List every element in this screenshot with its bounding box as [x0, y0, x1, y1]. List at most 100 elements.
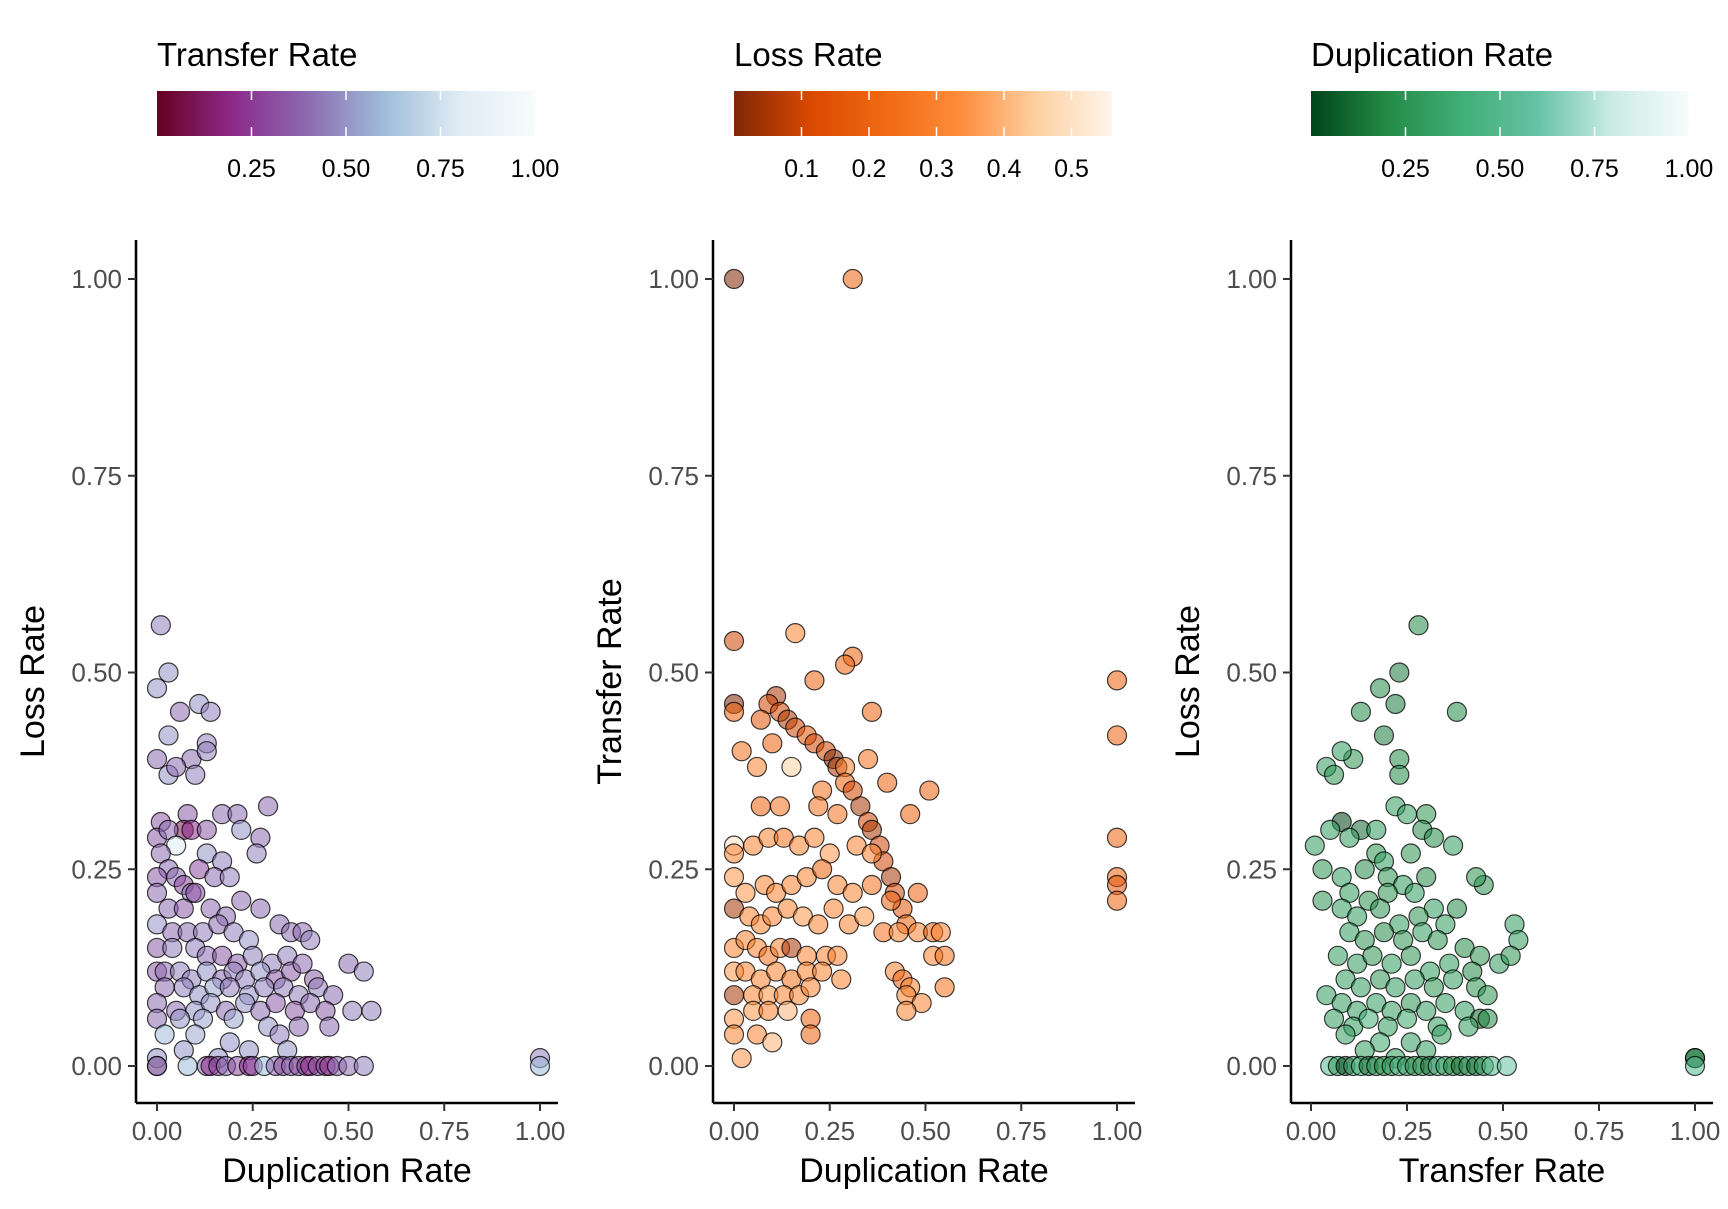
data-point — [827, 945, 848, 966]
data-point — [834, 654, 856, 675]
data-point — [907, 882, 928, 903]
data-point — [1366, 819, 1387, 841]
data-point — [1373, 725, 1395, 746]
data-point — [1339, 827, 1360, 848]
data-point — [158, 662, 179, 683]
data-point — [762, 1032, 783, 1053]
data-point — [219, 1032, 240, 1053]
panel-3: Duplication Rate 0.25 0.50 0.75 1.00 0.00 0.25… — [1169, 36, 1720, 1190]
data-point — [877, 772, 898, 793]
data-point — [1354, 859, 1375, 880]
data-point — [223, 1008, 244, 1029]
data-point — [934, 977, 955, 998]
colorbar — [734, 91, 1112, 136]
data-point — [896, 1000, 917, 1022]
colorbar-legend-2: Loss Rate 0.1 0.2 0.3 0.4 0.5 — [734, 36, 1112, 183]
data-point — [196, 741, 217, 762]
data-point — [723, 630, 745, 652]
legend-title: Duplication Rate — [1311, 36, 1553, 73]
legend-tick-label: 0.25 — [227, 155, 276, 183]
data-point — [842, 882, 863, 903]
data-point — [1400, 843, 1421, 864]
data-point — [300, 929, 321, 951]
legend-tick-label: 0.2 — [852, 155, 887, 183]
data-point — [746, 756, 768, 778]
data-point — [353, 961, 374, 982]
data-point — [1350, 977, 1372, 998]
data-point — [185, 882, 206, 903]
y-tick-label: 0.25 — [1226, 854, 1277, 884]
legend-tick-label: 1.00 — [511, 155, 560, 183]
data-point — [154, 1024, 175, 1045]
x-tick-label: 0.00 — [132, 1116, 183, 1146]
data-point — [169, 701, 191, 722]
data-point — [200, 701, 221, 722]
data-point — [1323, 764, 1345, 785]
data-point — [1458, 1016, 1479, 1037]
data-point — [1442, 835, 1464, 856]
legend-tick-label: 0.25 — [1381, 155, 1430, 183]
data-point — [1423, 977, 1444, 998]
data-point — [1400, 945, 1421, 966]
data-point — [250, 898, 271, 919]
data-point — [146, 748, 168, 770]
data-point — [808, 914, 829, 935]
data-point — [219, 977, 240, 998]
axes-2: 0.00 0.25 0.50 0.75 1.00 0.00 0.25 0.50 0.75 1.00… — [591, 240, 1142, 1190]
legend-tick-label: 0.1 — [784, 155, 819, 183]
data-point — [750, 709, 771, 730]
data-point — [1312, 859, 1333, 880]
x-axis-title: Duplication Rate — [222, 1152, 471, 1190]
data-point — [1335, 1024, 1356, 1045]
data-point — [1312, 890, 1333, 911]
data-point — [1381, 953, 1402, 974]
scatter-points-2 — [723, 268, 1128, 1069]
data-point — [861, 874, 882, 896]
data-point — [1358, 1008, 1379, 1029]
data-point — [1477, 1008, 1498, 1029]
data-point — [1373, 922, 1395, 943]
data-point — [219, 867, 240, 888]
x-tick-label: 0.75 — [1574, 1116, 1625, 1146]
x-tick-label: 1.00 — [1092, 1116, 1143, 1146]
data-point — [785, 623, 806, 644]
data-point — [731, 1048, 752, 1069]
legend-title: Transfer Rate — [157, 36, 358, 73]
data-point — [777, 1000, 798, 1022]
data-point — [1396, 1008, 1418, 1029]
y-axis-title: Loss Rate — [14, 605, 52, 758]
legend-tick-label: 1.00 — [1665, 155, 1714, 183]
data-point — [1385, 977, 1406, 998]
data-point — [762, 733, 783, 754]
data-point — [231, 890, 252, 911]
data-point — [811, 859, 833, 880]
data-point — [919, 780, 940, 801]
y-axis-title: Transfer Rate — [591, 578, 629, 785]
x-tick-label: 0.25 — [1382, 1116, 1433, 1146]
data-point — [723, 701, 745, 722]
y-tick-label: 0.75 — [648, 461, 699, 491]
x-tick-label: 0.75 — [419, 1116, 470, 1146]
x-tick-label: 0.50 — [323, 1116, 374, 1146]
data-point — [861, 843, 882, 864]
data-point — [342, 1000, 363, 1022]
data-point — [781, 756, 802, 778]
data-point — [854, 906, 875, 927]
data-point — [1423, 827, 1444, 848]
data-point — [166, 756, 187, 778]
data-point — [1362, 945, 1383, 966]
data-point — [804, 670, 825, 691]
data-point — [1389, 662, 1410, 683]
data-point — [808, 796, 829, 817]
data-point — [758, 1000, 779, 1022]
data-point — [177, 1055, 198, 1077]
data-point — [1427, 929, 1448, 951]
data-point — [1431, 1024, 1452, 1045]
x-axis-title: Transfer Rate — [1399, 1152, 1606, 1190]
data-point — [723, 268, 745, 290]
data-point — [1323, 1008, 1345, 1029]
legend-tick-label: 0.3 — [919, 155, 954, 183]
data-point — [1385, 693, 1406, 715]
legend-title: Loss Rate — [734, 36, 883, 73]
